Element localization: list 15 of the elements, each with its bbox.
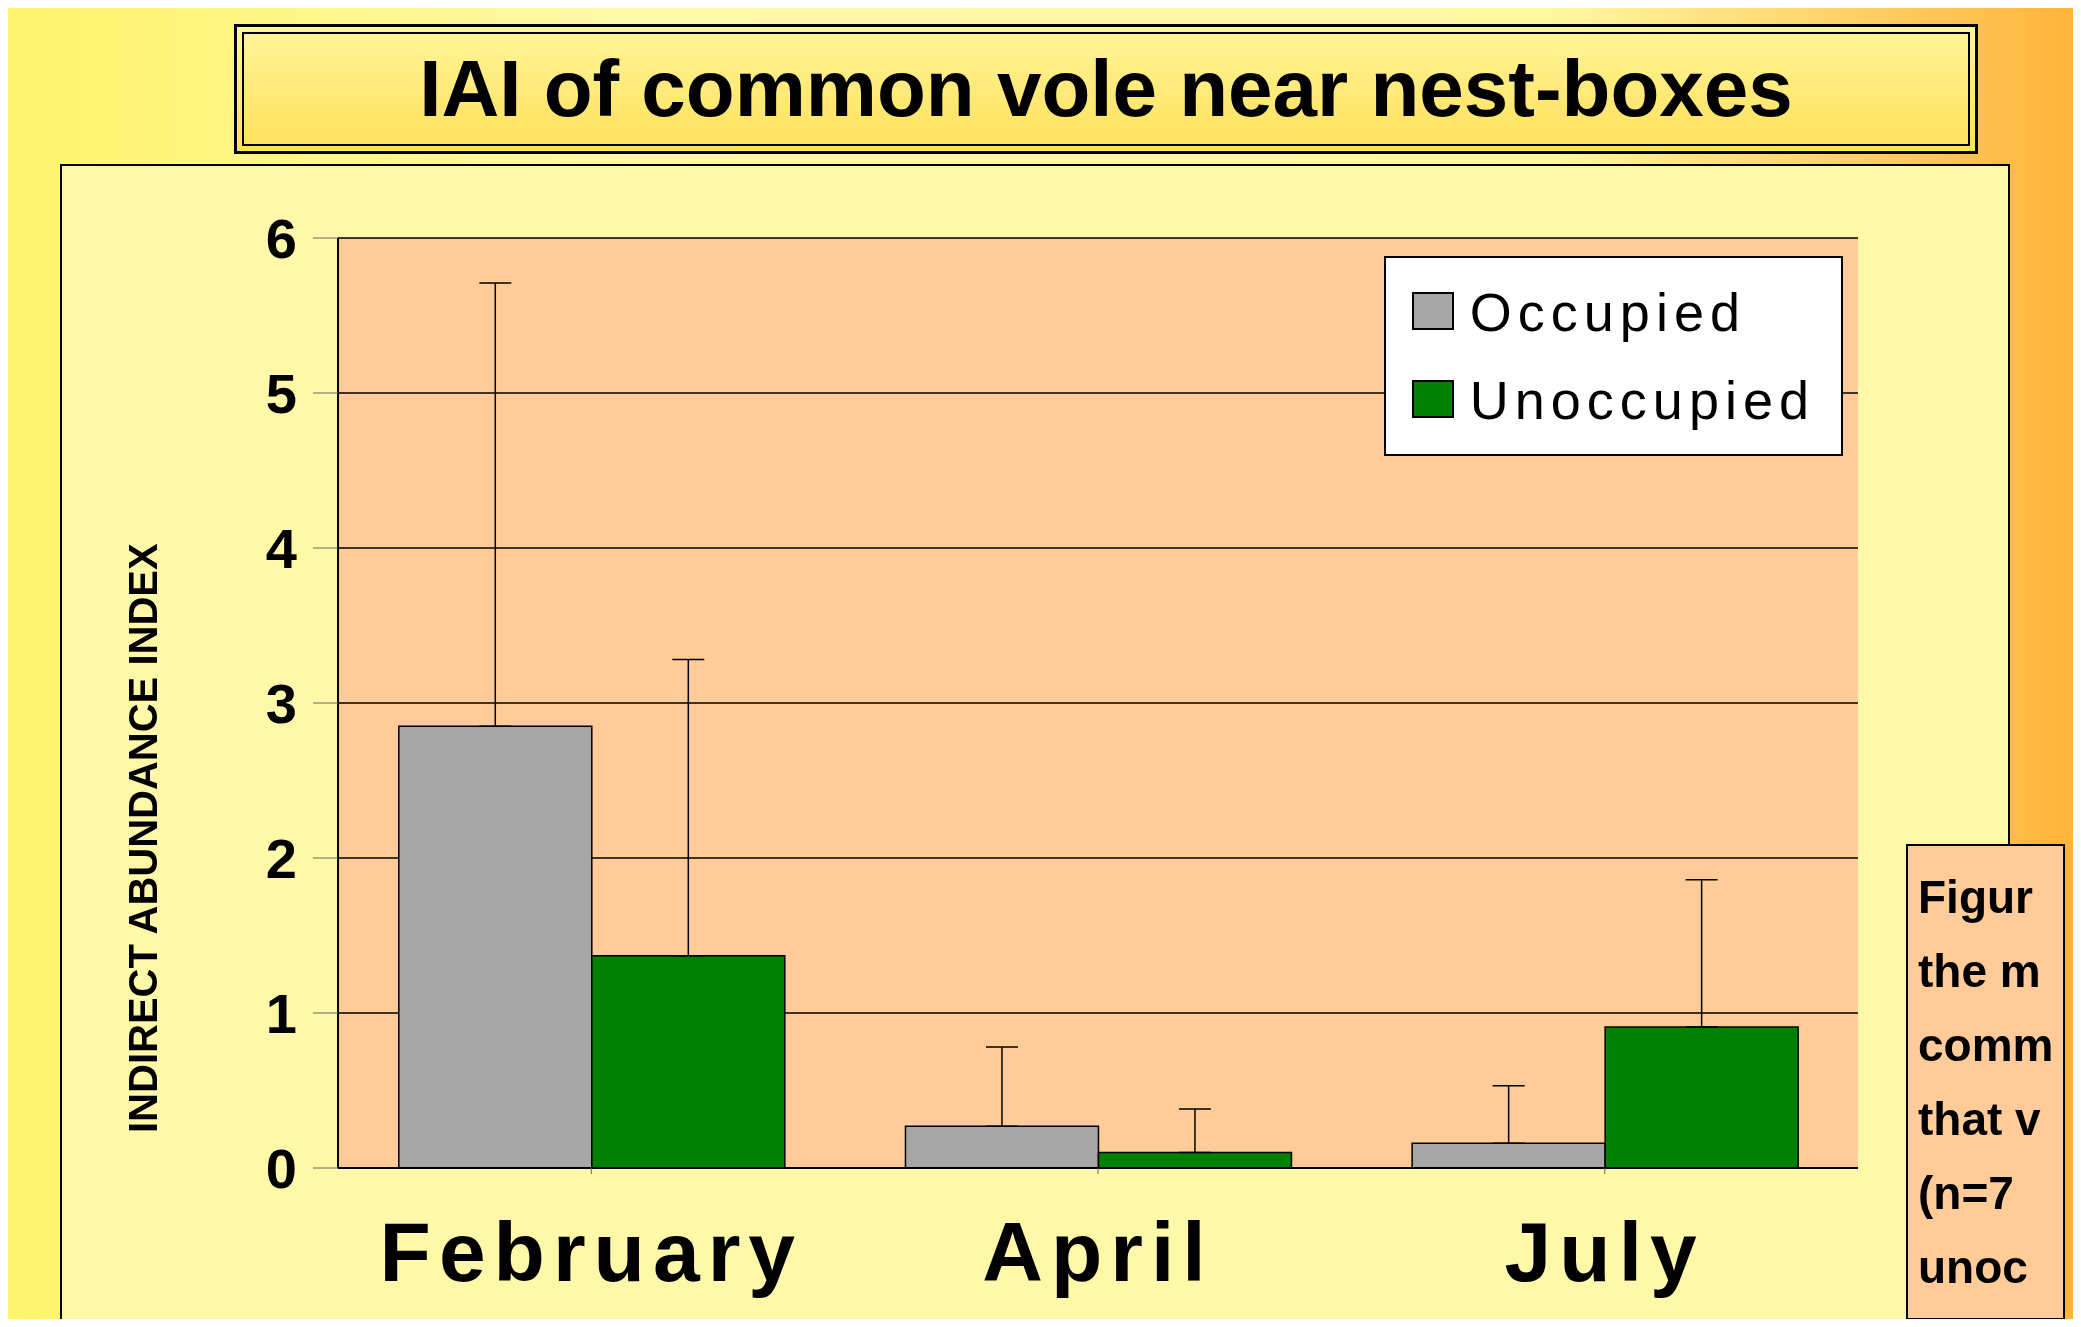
y-tick-label: 4: [265, 516, 297, 580]
y-tick-label: 0: [265, 1136, 297, 1200]
legend-label: Unoccupied: [1469, 369, 1815, 432]
y-tick-label: 5: [265, 361, 297, 425]
legend-label: Occupied: [1469, 281, 1746, 344]
y-tick-label: 1: [265, 981, 297, 1045]
y-tick-label: 2: [265, 826, 297, 890]
text: Figur the m comm that v (n=7 unoc: [1906, 844, 2066, 1320]
y-tick-label: 6: [265, 206, 297, 270]
chart-title: IAI of common vole near nest-boxes: [419, 43, 1793, 135]
y-tick-label: 3: [265, 671, 297, 735]
y-axis-title: INDIRECT ABUNDANCE INDEX: [121, 543, 166, 1133]
x-tick-label: April: [982, 1204, 1214, 1299]
x-tick-label: February: [379, 1204, 804, 1299]
x-tick-label: July: [1504, 1204, 1705, 1299]
